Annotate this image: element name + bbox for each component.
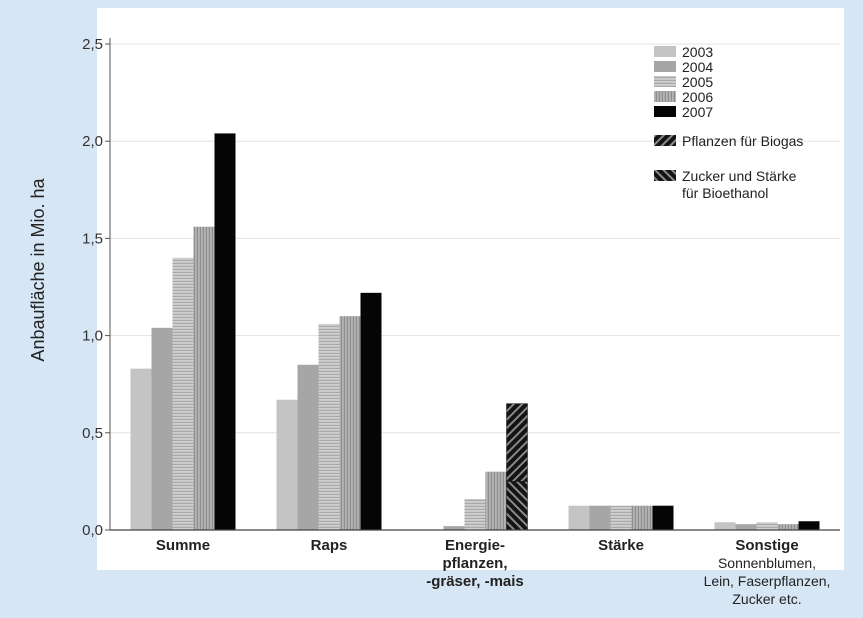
bar (610, 505, 632, 530)
y-tick-label: 1,0 (82, 328, 103, 345)
bar (151, 327, 173, 530)
legend-swatch (654, 170, 676, 181)
x-tick-label: Energie-pflanzen, -gräser, -mais (426, 537, 524, 590)
bar (589, 505, 611, 530)
x-tick-label: Sonstige (735, 537, 798, 554)
y-tick-label: 0,5 (82, 425, 103, 442)
bar (193, 226, 215, 530)
legend-label: 2005 (682, 74, 713, 90)
legend-swatch (654, 106, 676, 117)
x-tick-label: Raps (311, 537, 348, 554)
bar (568, 505, 590, 530)
y-axis: 0,0 0,5 1,0 1,5 2,0 2,5 (82, 36, 111, 539)
y-axis-label: Anbaufläche in Mio. ha (28, 177, 48, 361)
bar (172, 257, 194, 530)
x-tick-label: Summe (156, 537, 210, 554)
y-tick-label: 0,0 (82, 522, 103, 539)
legend-label: 2004 (682, 59, 713, 75)
bar (276, 399, 298, 530)
bar-biogas (506, 403, 528, 482)
bars (130, 133, 820, 531)
bar (464, 498, 486, 530)
bar (735, 524, 757, 530)
legend-swatch (654, 61, 676, 72)
bar (652, 505, 674, 530)
bar (339, 316, 361, 530)
legend-label: 2006 (682, 89, 713, 105)
bar (214, 133, 236, 530)
bar (485, 471, 507, 530)
y-tick-label: 1,5 (82, 230, 103, 247)
bar (130, 368, 152, 530)
legend-swatch (654, 135, 676, 146)
legend-label: Zucker und Stärke für Bioethanol (682, 168, 797, 201)
bar (777, 524, 799, 530)
x-tick-label: Stärke (598, 537, 644, 554)
y-tick-label: 2,0 (82, 133, 103, 150)
legend-swatch (654, 46, 676, 57)
bar (443, 526, 465, 530)
legend-swatch (654, 91, 676, 102)
bar-bioethanol (506, 481, 528, 531)
legend-label: 2003 (682, 44, 713, 60)
bar (631, 505, 653, 530)
bar (360, 292, 382, 530)
bar (714, 522, 736, 530)
x-axis: Summe Raps Energie-pflanzen, -gräser, -mais… (110, 529, 840, 607)
legend-label: Pflanzen für Biogas (682, 133, 803, 149)
bar (756, 522, 778, 530)
bar (318, 323, 340, 530)
legend-label: 2007 (682, 104, 713, 120)
legend-swatch (654, 76, 676, 87)
y-tick-label: 2,5 (82, 36, 103, 53)
bar (798, 521, 820, 530)
x-tick-sublabel: Sonnenblumen, Lein, Faserpflanzen, Zucker … (704, 555, 831, 607)
bar (297, 364, 319, 530)
